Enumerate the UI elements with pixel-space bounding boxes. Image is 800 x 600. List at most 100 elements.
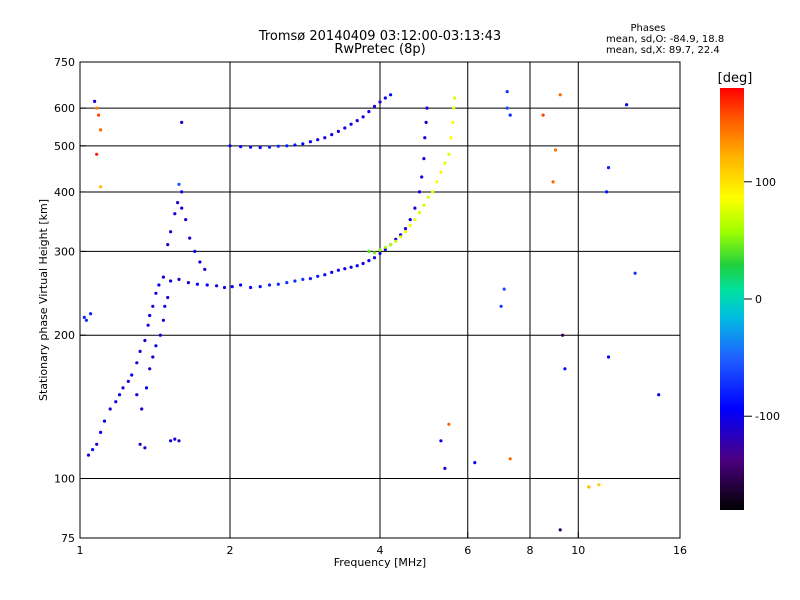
data-point (177, 439, 181, 443)
data-point (169, 279, 173, 283)
data-point (177, 182, 181, 186)
data-point (408, 223, 412, 228)
data-point (449, 136, 453, 140)
y-tick-label: 600 (54, 102, 75, 115)
colorbar-ticks: 100 0 -100 (744, 176, 780, 423)
data-point (99, 185, 103, 189)
data-point (403, 227, 408, 231)
data-point (173, 212, 177, 216)
y-tick-label: 300 (54, 245, 75, 258)
data-point (349, 122, 353, 126)
data-point (95, 152, 99, 156)
data-point (285, 144, 289, 148)
data-point (177, 277, 181, 281)
x-tick-label: 10 (571, 544, 585, 557)
phase-colorbar: [deg] 100 0 -100 (718, 71, 780, 510)
data-point (143, 338, 147, 343)
data-point (355, 264, 359, 268)
data-point (435, 180, 439, 184)
data-point (330, 133, 334, 137)
data-point (378, 100, 382, 104)
data-point (605, 190, 609, 194)
data-point (276, 144, 280, 148)
data-point (558, 528, 562, 532)
data-point (417, 211, 422, 215)
data-point (102, 419, 107, 423)
data-point (130, 373, 134, 377)
data-point (151, 355, 155, 359)
data-point (383, 96, 387, 100)
y-tick-label: 750 (54, 56, 75, 69)
data-point (180, 120, 184, 124)
x-tick-label: 2 (227, 544, 234, 557)
colorbar-label: [deg] (718, 71, 753, 86)
data-point (258, 285, 262, 289)
data-point (355, 119, 359, 123)
scatter-points (82, 90, 661, 532)
data-point (453, 96, 457, 100)
x-tick-label: 4 (377, 544, 384, 557)
data-point (330, 270, 334, 274)
grid-lines (80, 62, 680, 538)
data-point (146, 323, 150, 327)
data-point (176, 201, 180, 205)
data-point (499, 304, 503, 308)
data-point (249, 285, 253, 290)
data-point (93, 99, 97, 103)
data-point (383, 245, 387, 249)
data-point (553, 148, 558, 152)
data-point (447, 152, 451, 156)
x-axis-ticks: 1 2 4 6 8 10 16 (77, 532, 687, 557)
data-point (597, 483, 601, 487)
data-point (439, 170, 443, 174)
data-point (505, 90, 509, 94)
data-point (97, 113, 101, 117)
data-point (316, 274, 320, 278)
data-point (551, 180, 555, 184)
data-point (203, 267, 207, 271)
data-point (301, 277, 305, 281)
data-point (180, 206, 184, 210)
data-point (267, 145, 272, 149)
data-point (502, 287, 506, 291)
data-point (108, 407, 112, 411)
data-point (126, 379, 130, 383)
data-point (169, 230, 173, 234)
data-point (239, 283, 243, 287)
data-point (144, 386, 149, 390)
colorbar-tick-label: -100 (755, 410, 780, 423)
data-point (180, 190, 184, 194)
data-point (473, 461, 477, 465)
data-point (267, 283, 272, 287)
data-point (343, 267, 347, 271)
data-point (422, 157, 426, 161)
data-point (625, 103, 629, 107)
data-point (169, 439, 173, 443)
data-point (163, 304, 167, 308)
data-point (138, 442, 142, 446)
data-point (561, 333, 565, 337)
data-point (367, 259, 371, 263)
data-point (606, 355, 611, 359)
data-point (423, 136, 427, 140)
data-point (389, 243, 393, 247)
data-point (420, 175, 424, 179)
data-point (425, 106, 429, 110)
data-point (426, 195, 430, 199)
data-point (138, 349, 142, 353)
data-point (308, 140, 312, 144)
phases-line-x: mean, sd,X: 89.7, 22.4 (606, 45, 720, 56)
data-point (606, 166, 611, 170)
data-point (258, 145, 262, 150)
data-point (372, 104, 377, 108)
data-point (135, 361, 139, 365)
data-point (452, 106, 456, 110)
data-point (349, 265, 353, 269)
data-point (361, 115, 365, 119)
data-point (367, 249, 371, 253)
data-point (439, 439, 443, 443)
x-tick-label: 16 (673, 544, 687, 557)
data-point (394, 239, 398, 243)
y-axis-ticks: 75 100 200 300 400 500 600 750 (54, 56, 86, 545)
